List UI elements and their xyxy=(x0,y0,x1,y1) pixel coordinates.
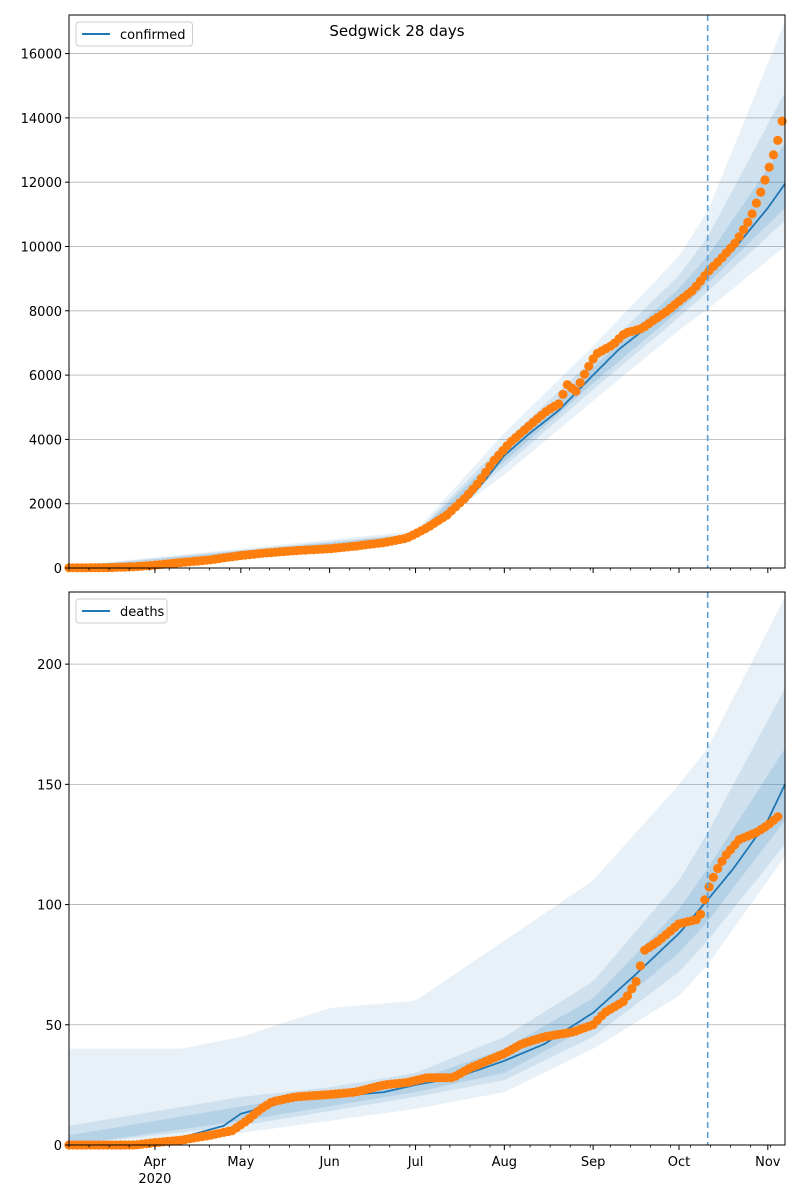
y-tick-label: 4000 xyxy=(29,433,62,448)
confirmed-panel: 0 2000 4000 6000 8000 10000 12000 14000 16000 con… xyxy=(21,14,787,577)
observed-point xyxy=(764,162,774,172)
y-tick-label: 14000 xyxy=(21,112,62,127)
plot-frame xyxy=(68,591,786,1146)
median-line xyxy=(69,183,786,569)
legend-box xyxy=(75,598,168,624)
observed-point xyxy=(571,386,581,396)
observed-point xyxy=(695,909,706,919)
observed-point xyxy=(554,399,564,409)
observed-point xyxy=(622,991,633,1001)
y-tick-label: 16000 xyxy=(21,48,62,63)
observed-point xyxy=(704,882,714,892)
observed-point xyxy=(734,232,744,242)
y-tick-label: 6000 xyxy=(29,369,62,384)
observed-point xyxy=(743,217,753,227)
x-tick-label: Jun xyxy=(318,1155,339,1170)
observed-point xyxy=(717,856,727,866)
observed-point xyxy=(773,135,783,145)
x-tick-label: May xyxy=(227,1155,254,1170)
x-tick-label: Apr xyxy=(144,1155,167,1170)
x-tick-label: Sep xyxy=(581,1155,606,1170)
observed-point xyxy=(713,863,723,874)
observed-point xyxy=(730,238,740,248)
observed-point xyxy=(708,872,719,882)
chart-title: Sedgwick 28 days xyxy=(329,22,464,40)
legend: deaths xyxy=(75,598,168,624)
legend-label: confirmed xyxy=(120,28,186,43)
observed-point xyxy=(768,150,779,160)
observed-point xyxy=(635,961,646,971)
observed-point xyxy=(584,361,594,371)
observed-point xyxy=(738,225,749,235)
uncertainty-band xyxy=(69,596,785,1145)
y-tick-label: 12000 xyxy=(21,176,62,191)
observed-point xyxy=(627,984,637,994)
x-tick-label: Aug xyxy=(492,1155,517,1170)
x-tick-label: Jul xyxy=(407,1155,424,1170)
y-tick-label: 0 xyxy=(54,1139,62,1154)
observed-point xyxy=(558,389,568,399)
y-tick-label: 0 xyxy=(54,562,62,577)
observed-point xyxy=(760,175,770,185)
observed-point xyxy=(756,187,766,197)
x-tick-sublabel: 2020 xyxy=(138,1172,171,1187)
y-tick-label: 2000 xyxy=(29,498,62,513)
uncertainty-band xyxy=(69,143,785,568)
x-tick-label: Nov xyxy=(755,1155,781,1170)
plot-frame xyxy=(68,14,786,569)
deaths-panel: 0 50 100 150 200 Apr 2020 May Jun Jul Aug Sep Oct Nov… xyxy=(37,591,786,1187)
observed-point xyxy=(777,116,787,126)
x-tick-label: Oct xyxy=(668,1155,690,1170)
y-tick-label: 200 xyxy=(37,658,62,673)
observed-point xyxy=(631,976,641,987)
observed-point xyxy=(579,369,590,379)
y-tick-label: 100 xyxy=(37,899,62,914)
observed-point xyxy=(773,812,783,822)
observed-point xyxy=(575,378,585,388)
y-tick-label: 10000 xyxy=(21,240,62,255)
legend: confirmed xyxy=(75,21,193,47)
y-tick-label: 8000 xyxy=(29,305,62,320)
y-tick-label: 150 xyxy=(37,778,62,793)
legend-box xyxy=(75,21,193,47)
observed-point xyxy=(747,209,757,219)
y-tick-label: 50 xyxy=(45,1019,62,1034)
legend-label: deaths xyxy=(120,605,165,620)
observed-point xyxy=(751,198,762,208)
